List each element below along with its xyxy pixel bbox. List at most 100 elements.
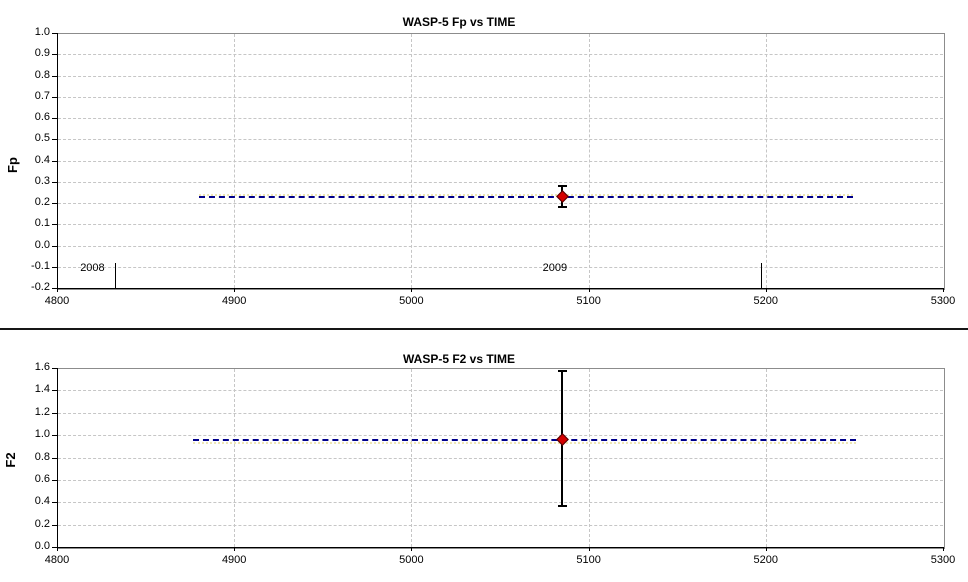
year-marker-label: 2008 [80, 262, 105, 274]
y-tick-label: 0.7 [34, 89, 50, 102]
x-tick-label: 5000 [399, 295, 424, 307]
h-gridline [58, 224, 943, 226]
h-gridline [58, 390, 943, 392]
chart-title: WASP-5 Fp vs TIME [402, 15, 516, 30]
v-gridline [588, 34, 590, 288]
y-tick-label: 0.6 [34, 472, 50, 485]
year-marker-line [114, 262, 116, 288]
x-tick-label: 5100 [576, 295, 601, 307]
y-tick [52, 224, 57, 226]
y-tick-label: 0.8 [34, 68, 50, 81]
y-tick-label: 0.1 [34, 217, 50, 230]
h-gridline [58, 75, 943, 77]
h-gridline [58, 502, 943, 504]
x-tick-label: 5300 [930, 554, 956, 566]
h-gridline [58, 245, 943, 247]
y-tick-label: -0.1 [31, 259, 50, 272]
h-gridline [58, 412, 943, 414]
y-tick [52, 266, 57, 268]
v-gridline [411, 369, 413, 547]
secondary-line [198, 193, 853, 196]
x-tick [765, 547, 767, 551]
x-tick-label: 4900 [221, 554, 247, 566]
x-tick-label: 5200 [753, 554, 779, 566]
h-gridline [58, 96, 943, 98]
y-tick [52, 118, 57, 119]
h-gridline [58, 435, 943, 437]
v-gridline [411, 34, 413, 288]
y-tick-label: 0.0 [34, 540, 50, 552]
y-tick-label: 0.4 [34, 495, 50, 508]
x-tick-label: 5200 [753, 295, 779, 307]
y-tick-label: 1.0 [34, 428, 50, 441]
x-tick-label: 4800 [44, 554, 70, 566]
h-gridline [58, 524, 943, 526]
h-gridline [58, 181, 943, 183]
x-tick [588, 547, 590, 551]
y-tick [52, 412, 57, 414]
y-tick-label: 0.6 [34, 111, 50, 123]
mean-line [193, 438, 857, 441]
h-gridline [58, 118, 943, 119]
x-tick [411, 288, 413, 292]
error-bar-cap [557, 185, 567, 187]
v-gridline [588, 369, 590, 547]
y-tick [52, 547, 57, 548]
y-tick-label: 0.4 [34, 153, 50, 166]
y-tick [52, 457, 57, 459]
y-tick [52, 96, 57, 98]
x-axis-line [57, 547, 944, 548]
mean-line [198, 195, 853, 198]
y-tick-label: 1.4 [34, 383, 50, 396]
y-tick [52, 524, 57, 526]
y-tick-label: 0.3 [34, 174, 50, 187]
y-tick [52, 245, 57, 247]
chart-title: WASP-5 F2 vs TIME [402, 352, 516, 367]
y-tick [52, 75, 57, 77]
h-gridline [58, 203, 943, 204]
v-gridline [765, 34, 767, 288]
v-gridline [234, 34, 236, 288]
h-gridline [58, 139, 943, 141]
y-tick-label: 1.6 [34, 361, 50, 373]
y-tick [52, 54, 57, 56]
h-gridline [58, 457, 943, 459]
x-tick-label: 4800 [44, 295, 70, 307]
y-tick [52, 479, 57, 481]
h-gridline [58, 479, 943, 481]
y-tick-label: 1.0 [34, 26, 50, 38]
x-tick [57, 547, 58, 551]
secondary-line [193, 441, 857, 444]
x-tick-label: 4900 [221, 295, 247, 307]
x-tick [234, 288, 236, 292]
x-tick [943, 547, 944, 551]
y-tick [52, 435, 57, 437]
y-tick [52, 160, 57, 162]
h-gridline [58, 266, 943, 268]
error-bar-cap [557, 206, 567, 209]
y-tick [52, 33, 57, 34]
h-gridline [58, 54, 943, 56]
plot-border [57, 368, 945, 549]
x-tick-label: 5100 [576, 554, 601, 566]
x-tick-label: 5000 [399, 554, 424, 566]
x-tick [588, 288, 590, 292]
y-tick-label: 1.2 [34, 405, 50, 418]
y-tick [52, 502, 57, 504]
x-tick [943, 288, 944, 292]
year-marker-line [761, 262, 763, 288]
year-marker-label: 2009 [542, 262, 568, 274]
y-axis-line [57, 368, 58, 548]
y-tick-label: 0.8 [34, 450, 50, 463]
y-tick [52, 203, 57, 204]
panel-divider [0, 328, 968, 330]
x-axis-line [57, 288, 944, 289]
h-gridline [58, 160, 943, 162]
x-tick-label: 5300 [930, 295, 956, 307]
y-tick-label: 0.2 [34, 196, 50, 208]
x-tick [411, 547, 413, 551]
v-gridline [765, 369, 767, 547]
